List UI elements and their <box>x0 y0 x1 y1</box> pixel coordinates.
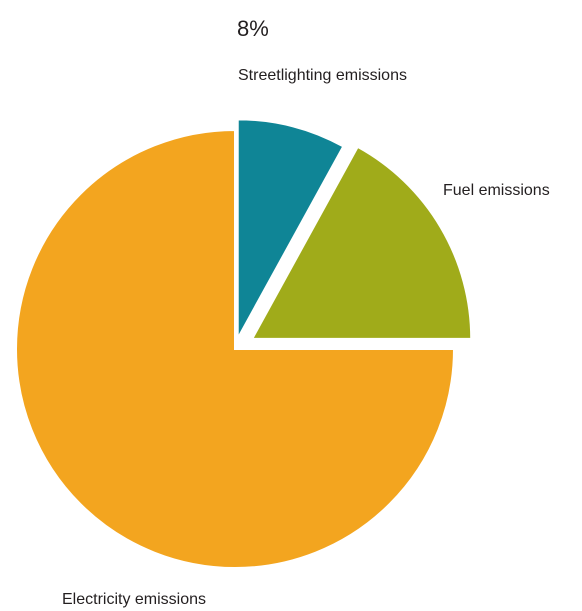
pie-slices <box>15 118 473 569</box>
streetlighting-slice <box>236 118 345 339</box>
electricity-slice-label: Electricity emissions <box>62 591 206 608</box>
fuel-slice <box>250 145 473 340</box>
streetlighting-percent-label: 8% <box>237 16 269 41</box>
fuel-slice-label: Fuel emissions <box>443 182 550 199</box>
electricity-slice <box>15 128 456 569</box>
streetlighting-slice-label: Streetlighting emissions <box>238 67 407 84</box>
